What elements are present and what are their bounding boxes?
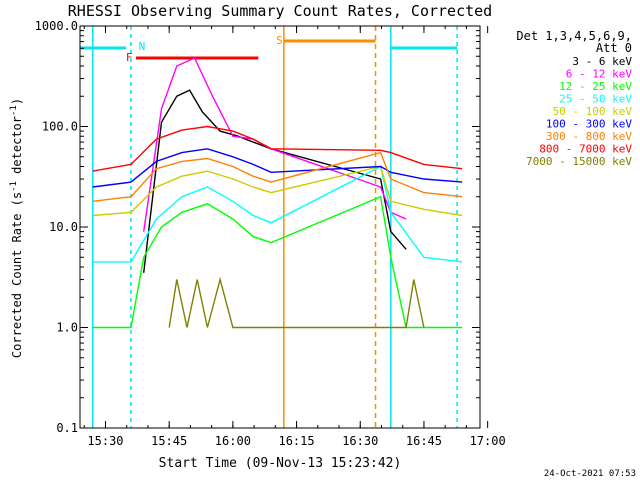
x-tick-label-4: 16:30 — [342, 434, 378, 448]
legend-item-7: 800 - 7000 keV — [539, 143, 632, 156]
legend-item-5: 100 - 300 keV — [546, 118, 632, 131]
chart-title: RHESSI Observing Summary Count Rates, Co… — [68, 2, 492, 20]
y-axis-label-end: ) — [10, 98, 24, 105]
legend-item-4: 50 - 100 keV — [553, 105, 633, 118]
legend-item-1: 6 - 12 keV — [566, 68, 633, 81]
y-axis-label: Corrected Count Rate (s-1 detector-1) — [9, 98, 24, 358]
x-tick-label-2: 16:00 — [215, 434, 251, 448]
series-line-0 — [143, 89, 407, 273]
series-line-4 — [92, 165, 463, 217]
timestamp: 24-Oct-2021 07:53 — [544, 469, 636, 479]
legend-item-0: 3 - 6 keV — [572, 55, 632, 68]
y-tick-label-1: 1.0 — [56, 321, 78, 335]
legend-item-8: 7000 - 15000 keV — [526, 155, 632, 168]
x-tick-label-5: 16:45 — [406, 434, 442, 448]
y-axis-label-sup2: -1 — [9, 105, 19, 116]
x-tick-label-0: 15:30 — [87, 434, 123, 448]
y-tick-label-0: 0.1 — [56, 421, 78, 435]
marker-label-s: S — [276, 34, 283, 47]
legend-item-6: 300 - 800 keV — [546, 130, 632, 143]
x-axis: 15:30 15:45 16:00 16:15 16:30 16:45 17:00 — [83, 26, 506, 448]
y-tick-label-4: 1000.0 — [35, 19, 78, 33]
x-tick-label-3: 16:15 — [278, 434, 314, 448]
y-axis: 0.1 1.0 10.0 100.0 1000.0 — [35, 19, 480, 435]
series-line-5 — [92, 148, 463, 188]
y-axis-label-main: Corrected Count Rate (s — [10, 192, 24, 358]
legend-item-2: 12 - 25 keV — [559, 80, 632, 93]
y-tick-label-3: 100.0 — [42, 120, 78, 134]
y-axis-label-mid: detector — [10, 116, 24, 181]
series-line-7 — [92, 125, 463, 172]
series-line-1 — [143, 57, 407, 232]
series-line-3 — [92, 165, 463, 263]
marker-label-n: N — [139, 40, 146, 53]
x-tick-label-6: 17:00 — [470, 434, 506, 448]
y-axis-label-sup1: -1 — [9, 181, 19, 192]
series-line-2 — [92, 195, 463, 329]
y-tick-label-2: 10.0 — [49, 220, 78, 234]
x-tick-label-1: 15:45 — [151, 434, 187, 448]
legend-header-1: Det 1,3,4,5,6,9, — [516, 29, 632, 43]
legend-item-3: 25 - 50 keV — [559, 93, 632, 106]
series-line-6 — [92, 151, 463, 202]
plot-frame — [79, 25, 481, 429]
series-line-8 — [168, 276, 425, 329]
plot-area: NF S — [79, 25, 481, 429]
marker-label-f: F — [126, 51, 133, 64]
legend-header-2: Att 0 — [596, 41, 632, 55]
x-axis-label: Start Time (09-Nov-13 15:23:42) — [159, 456, 402, 471]
